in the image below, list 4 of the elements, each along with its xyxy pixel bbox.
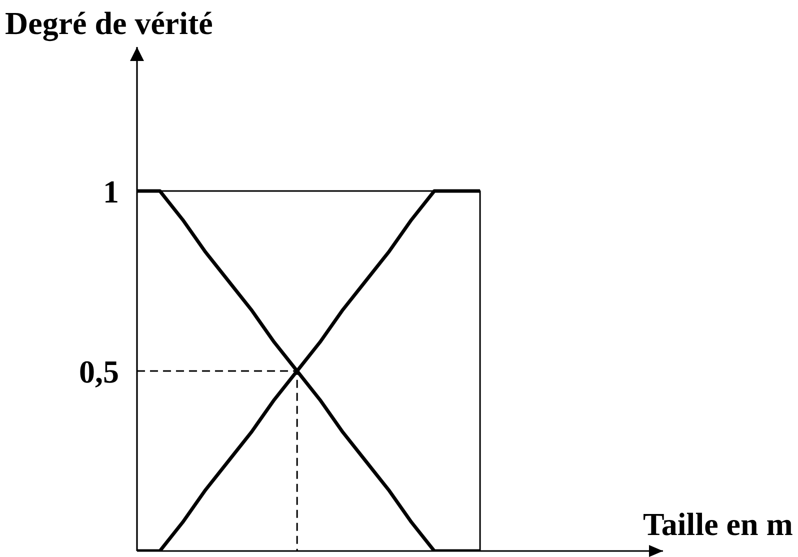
y-tick-label: 1 <box>103 173 119 210</box>
y-axis-title: Degré de vérité <box>5 5 213 41</box>
x-axis-title: Taille en m <box>643 506 793 542</box>
y-tick-label: 0,5 <box>79 353 119 390</box>
